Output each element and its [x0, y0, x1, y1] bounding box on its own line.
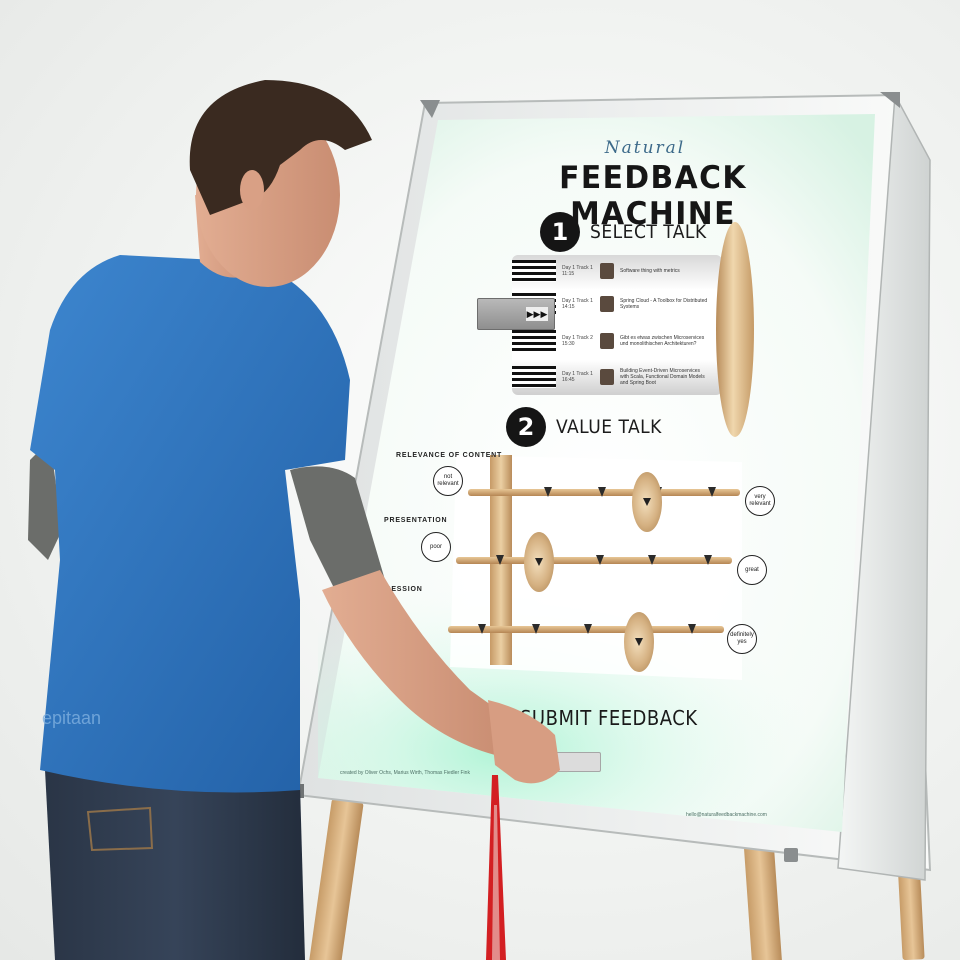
submit-feedback-label: SUBMIT FEEDBACK — [520, 706, 698, 730]
rating-rail-presentation — [456, 555, 732, 565]
rail-tick — [688, 624, 696, 634]
brand-subtitle: Natural — [604, 138, 686, 158]
criterion-label-impression: PRESSION — [380, 586, 423, 593]
scale-low-presentation: poor — [421, 532, 451, 562]
speaker-photo — [600, 296, 614, 312]
talk-title: Software thing with metrics — [620, 268, 680, 274]
talk-meta: Day 1 Track 1 11:15 — [562, 265, 593, 277]
rail-tick — [648, 555, 656, 565]
contact-email: hello@naturalfeedbackmachine.com — [686, 812, 767, 818]
step-label: VALUE TALK — [556, 416, 662, 438]
scale-high-impression: definitely yes — [727, 624, 757, 654]
talk-selector-pointer: ▶▶▶ — [477, 298, 555, 330]
talk-drum-wheel[interactable] — [716, 222, 754, 437]
fast-forward-icon: ▶▶▶ — [526, 307, 548, 321]
speaker-photo — [600, 263, 614, 279]
step-select-talk: 1 SELECT TALK — [540, 212, 707, 252]
talk-title: Spring Cloud - A Toolbox for Distributed… — [620, 298, 708, 310]
speaker-photo — [600, 369, 614, 385]
step-number-badge: 1 — [540, 212, 580, 252]
rail-tick — [708, 487, 716, 497]
slider-marker — [535, 558, 543, 566]
speaker-photo — [600, 333, 614, 349]
step-number-badge: 2 — [506, 407, 546, 447]
rail-tick — [704, 555, 712, 565]
talk-meta: Day 1 Track 2 15:30 — [562, 335, 593, 347]
slider-marker — [643, 498, 651, 506]
talk-meta: Day 1 Track 1 16:45 — [562, 371, 593, 383]
rail-tick — [544, 487, 552, 497]
talk-selection-drum[interactable]: Day 1 Track 1 11:15 Software thing with … — [512, 255, 722, 395]
criterion-label-relevance: RELEVANCE OF CONTENT — [396, 452, 503, 459]
slider-marker — [635, 638, 643, 646]
rail-tick — [478, 624, 486, 634]
rail-tick — [532, 624, 540, 634]
step-label: SELECT TALK — [590, 221, 707, 243]
credits-text: created by Oliver Ochs, Marius Wirth, Th… — [340, 770, 470, 776]
talk-title: Gibt es etwas zwischen Microservices und… — [620, 335, 705, 347]
scale-high-presentation: great — [737, 555, 767, 585]
rating-slider-impression[interactable] — [624, 612, 654, 672]
rating-slider-presentation[interactable] — [524, 532, 554, 592]
step-value-talk: 2 VALUE TALK — [506, 407, 662, 447]
rail-tick — [596, 555, 604, 565]
talk-meta: Day 1 Track 1 14:15 — [562, 298, 593, 310]
talk-row: Day 1 Track 2 15:30 Gibt es etwas zwisch… — [512, 327, 722, 355]
talk-barcode — [512, 330, 556, 352]
rail-tick — [584, 624, 592, 634]
talk-barcode — [512, 260, 556, 282]
criterion-label-presentation: PRESENTATION — [384, 517, 448, 524]
scale-high-relevance: very relevant — [745, 486, 775, 516]
lanyard-strap — [486, 775, 506, 960]
talk-row: Day 1 Track 1 11:15 Software thing with … — [512, 257, 722, 285]
talk-row: Day 1 Track 1 16:45 Building Event-Drive… — [512, 363, 722, 391]
shirt-logo-text: epitaan — [42, 708, 101, 728]
rail-tick — [598, 487, 606, 497]
talk-barcode — [512, 366, 556, 388]
rail-tick — [496, 555, 504, 565]
rating-slider-relevance[interactable] — [632, 472, 662, 532]
talk-title: Building Event-Driven Microservices with… — [620, 368, 705, 386]
rating-rail-impression — [448, 624, 724, 634]
scale-low-relevance: not relevant — [433, 466, 463, 496]
brand-title: FEEDBACK MACHINE — [559, 160, 747, 232]
